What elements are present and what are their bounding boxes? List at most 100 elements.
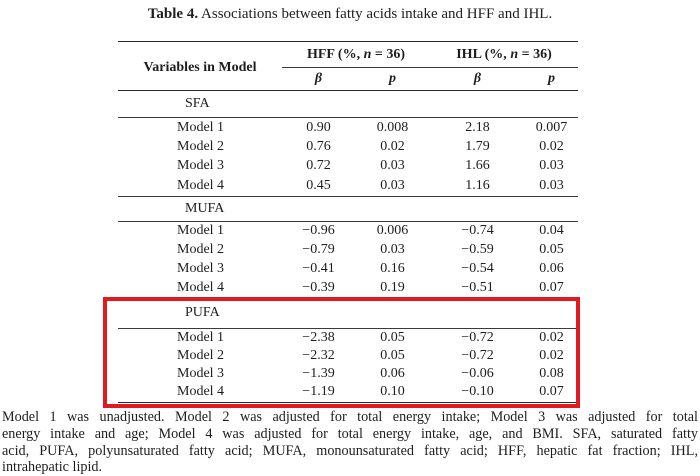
cell-ihl-beta: −0.06 [461,366,494,382]
footnote-line: Model 1 was unadjusted. Model 2 was adju… [2,409,698,425]
group-ihl-n: n [510,46,519,62]
cell-hff-p: 0.19 [380,280,405,296]
cell-hff-beta: −2.32 [302,347,335,363]
cell-ihl-p: 0.02 [539,347,564,363]
table-footnote: Model 1 was unadjusted. Model 2 was adju… [2,409,698,476]
cell-ihl-p: 0.05 [539,242,564,258]
cell-ihl-p: 0.03 [539,177,564,193]
section-rule [118,220,578,222]
cell-ihl-beta: −0.74 [461,223,494,239]
cell-hff-beta: 0.90 [306,119,331,135]
group-hff-pre: HFF (%, [306,46,364,62]
model-label: Model 3 [177,366,225,382]
cell-hff-beta: 0.45 [306,177,331,193]
section-rule [118,327,578,329]
section-header-mufa: MUFA [118,197,578,221]
cell-ihl-p: 0.07 [539,384,564,400]
header-bottom-rule [118,90,578,91]
table-caption-number: Table 4. [147,6,199,22]
cell-hff-p: 0.03 [380,242,405,258]
footnote-line: acid, PUFA, polyunsaturated fatty acid; … [2,442,698,459]
cell-ihl-beta: −0.59 [461,242,494,258]
cell-hff-beta: −1.19 [302,384,335,400]
cell-hff-beta: −1.39 [302,366,335,382]
column-header-hff-p: p [389,71,396,86]
table-row: Model 4 −0.39 0.19 −0.51 0.07 [118,279,578,298]
cell-ihl-p: 0.06 [539,261,564,277]
table-row: Model 1 0.90 0.008 2.18 0.007 [118,118,578,137]
cell-hff-p: 0.16 [380,261,405,277]
footnote-line: intrahepatic lipid. [2,459,103,476]
table-row: Model 4 0.45 0.03 1.16 0.03 [118,176,578,195]
cell-ihl-beta: 1.66 [465,158,490,174]
cell-ihl-p: 0.02 [539,329,564,345]
cell-hff-p: 0.006 [376,223,409,239]
table-row: Model 3 −1.39 0.06 −0.06 0.08 [118,365,578,383]
cell-ihl-p: 0.007 [535,119,568,135]
table-caption: Table 4. Associations between fatty acid… [0,6,700,23]
section-rule [118,195,578,197]
cell-ihl-p: 0.02 [539,139,564,155]
group-header-row: HFF (%, n = 36) IHL (%, n = 36) [118,42,578,67]
data-table: HFF (%, n = 36) IHL (%, n = 36) β p β p … [118,41,578,403]
group-header-rule [282,67,578,68]
cell-ihl-beta: −0.51 [461,280,494,296]
cell-ihl-beta: 1.16 [465,177,490,193]
model-label: Model 2 [177,139,225,155]
cell-ihl-beta: 2.18 [465,119,490,135]
cell-hff-beta: 0.72 [306,158,331,174]
model-label: Model 2 [177,242,225,258]
cell-ihl-p: 0.08 [539,366,564,382]
group-ihl-pre: IHL (%, [456,46,511,62]
cell-hff-p: 0.05 [380,347,405,363]
model-label: Model 4 [177,280,225,296]
cell-hff-beta: −0.41 [302,261,335,277]
cell-ihl-p: 0.07 [539,280,564,296]
cell-ihl-beta: −0.72 [461,329,494,345]
model-label: Model 3 [177,261,225,277]
table-row: Model 3 0.72 0.03 1.66 0.03 [118,157,578,176]
footnote-line: energy intake and age; Model 4 was adjus… [2,425,698,442]
column-header-ihl-p: p [548,71,555,86]
table-row: Model 3 −0.41 0.16 −0.54 0.06 [118,260,578,279]
column-group-ihl: IHL (%, n = 36) [430,47,578,63]
section-rule [118,117,578,118]
group-hff-post: = 36) [371,46,406,62]
cell-ihl-beta: −0.54 [461,261,494,277]
model-label: Model 4 [177,177,225,193]
cell-hff-p: 0.008 [376,119,409,135]
table-caption-text: Associations between fatty acids intake … [201,6,553,22]
pufa-highlight-annotation-box [103,297,580,408]
cell-hff-p: 0.06 [380,366,405,382]
group-ihl-post: = 36) [518,46,552,62]
section-header-pufa: PUFA [118,298,578,328]
table-row: Model 2 0.76 0.02 1.79 0.02 [118,137,578,156]
cell-ihl-beta: −0.10 [461,384,494,400]
column-group-hff: HFF (%, n = 36) [282,47,430,63]
table-row: Model 1 −0.96 0.006 −0.74 0.04 [118,222,578,241]
model-label: Model 2 [177,347,225,363]
cell-hff-beta: −2.38 [302,329,335,345]
table-top-rule [118,41,578,42]
cell-hff-p: 0.10 [380,384,405,400]
row-header-variables-in-model: Variables in Model [143,60,257,75]
cell-hff-p: 0.05 [380,329,405,345]
cell-hff-beta: −0.39 [302,280,335,296]
section-label: MUFA [185,200,225,216]
section-label: SFA [185,96,210,111]
cell-ihl-p: 0.03 [539,158,564,174]
group-hff-n: n [363,46,372,62]
cell-ihl-beta: −0.72 [461,347,494,363]
cell-hff-beta: −0.79 [302,242,335,258]
subcolumn-header-row: β p β p [118,68,578,90]
model-label: Model 1 [177,329,225,345]
column-header-ihl-beta: β [473,71,482,86]
cell-ihl-beta: 1.79 [465,139,490,155]
cell-ihl-p: 0.04 [539,223,564,239]
section-label: PUFA [185,304,220,320]
section-header-sfa: SFA [118,91,578,117]
model-label: Model 3 [177,158,225,174]
cell-hff-p: 0.03 [380,177,405,193]
model-label: Model 1 [177,223,225,239]
table-row: Model 1 −2.38 0.05 −0.72 0.02 [118,329,578,347]
